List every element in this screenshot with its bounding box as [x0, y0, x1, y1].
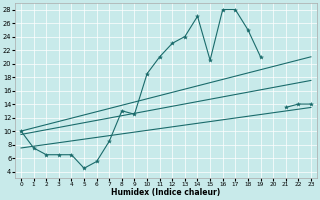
- X-axis label: Humidex (Indice chaleur): Humidex (Indice chaleur): [111, 188, 220, 197]
